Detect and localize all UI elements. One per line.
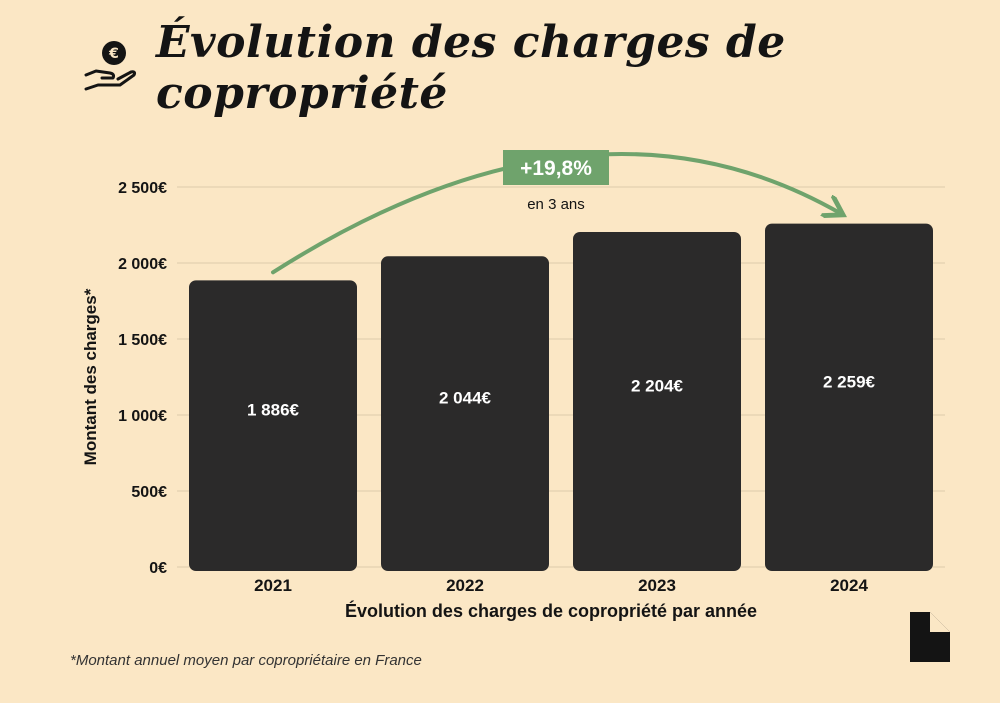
y-tick-label: 1 500€ [118, 332, 167, 349]
title-row: € Évolution des charges de copropriété [80, 17, 1000, 119]
bar [765, 223, 933, 571]
y-tick-label: 2 500€ [118, 180, 167, 197]
bar-value-label: 2 204€ [631, 376, 684, 395]
bar [189, 280, 357, 571]
x-tick-label: 2021 [254, 576, 292, 595]
bar [573, 231, 741, 571]
x-tick-label: 2023 [638, 576, 676, 595]
bar-value-label: 2 259€ [823, 372, 876, 391]
footnote: *Montant annuel moyen par copropriétaire… [70, 652, 422, 669]
y-tick-label: 0€ [149, 560, 167, 577]
document-corner-logo [908, 610, 952, 669]
x-axis-label: Évolution des charges de copropriété par… [345, 600, 757, 621]
bar [381, 256, 549, 571]
y-tick-label: 2 000€ [118, 256, 167, 273]
bar-value-label: 2 044€ [439, 389, 492, 408]
x-tick-label: 2022 [446, 576, 484, 595]
y-axis-label: Montant des charges* [81, 288, 100, 465]
growth-badge-label: +19,8% [520, 157, 592, 180]
euro-coin-hand-icon: € [80, 37, 138, 100]
svg-text:€: € [108, 46, 119, 62]
y-tick-label: 500€ [131, 484, 167, 501]
growth-badge [503, 150, 609, 185]
bar-value-label: 1 886€ [247, 401, 300, 420]
x-tick-label: 2024 [830, 576, 868, 595]
page-title: Évolution des charges de copropriété [156, 17, 786, 119]
y-tick-label: 1 000€ [118, 408, 167, 425]
growth-sublabel: en 3 ans [527, 196, 585, 213]
